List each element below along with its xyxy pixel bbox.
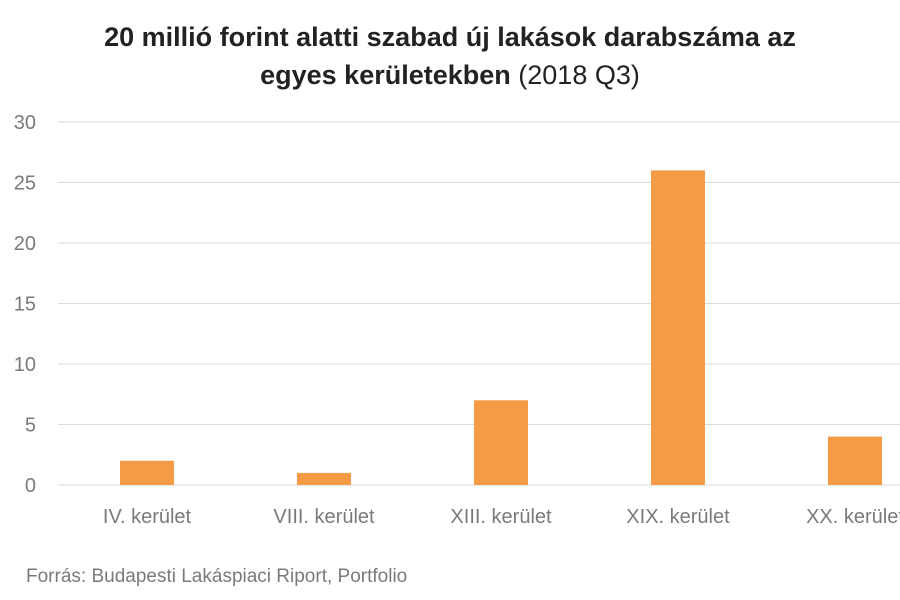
source-note: Forrás: Budapesti Lakáspiaci Riport, Por… [26,566,408,587]
chart-subtitle: (2018 Q3) [518,60,640,90]
bars [120,170,882,485]
x-tick-label: XIX. kerület [626,506,730,528]
x-tick-label: VIII. kerület [273,506,375,528]
y-tick-label: 10 [14,354,36,376]
title-line-2: egyes kerületekben [260,60,511,90]
bar-4 [651,170,705,485]
y-axis-ticks: 0 5 10 15 20 25 30 [14,112,36,497]
x-tick-label: IV. kerület [103,506,192,528]
bar-2 [297,472,351,485]
y-tick-label: 15 [14,294,36,316]
title-line-1: 20 millió forint alatti szabad új lakáso… [104,22,796,52]
x-tick-label: XX. kerület [806,506,900,528]
gridlines [58,121,900,486]
y-tick-label: 5 [25,415,36,437]
bar-5 [828,436,882,485]
x-tick-label: XIII. kerület [450,506,552,528]
y-tick-label: 0 [25,475,36,497]
chart-title: 20 millió forint alatti szabad új lakáso… [0,18,900,94]
y-tick-label: 20 [14,233,36,255]
bar-3 [474,400,528,485]
y-tick-label: 25 [14,173,36,195]
x-axis-ticks: IV. kerület VIII. kerület XIII. kerület XIX… [103,506,900,528]
y-tick-label: 30 [14,112,36,134]
bar-1 [120,460,174,485]
